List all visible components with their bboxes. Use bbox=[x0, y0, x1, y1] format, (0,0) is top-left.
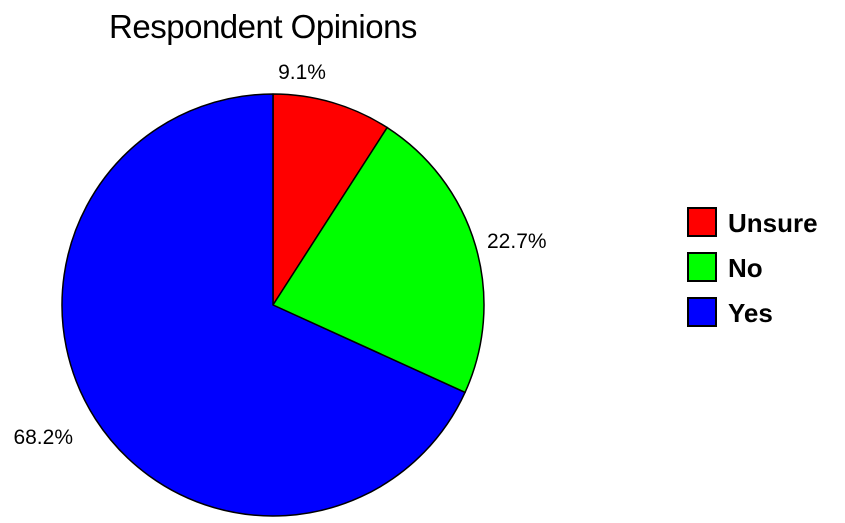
legend-swatch-no bbox=[687, 252, 717, 282]
legend-label-yes: Yes bbox=[728, 298, 773, 328]
legend-swatch-yes bbox=[687, 297, 717, 327]
pie-slice-labels: 9.1% 22.7% 68.2% bbox=[13, 61, 546, 449]
legend-swatch-unsure bbox=[687, 207, 717, 237]
slice-label-unsure: 9.1% bbox=[278, 61, 326, 84]
legend-label-unsure: Unsure bbox=[728, 208, 818, 238]
slice-label-no: 22.7% bbox=[487, 230, 547, 253]
pie-slice-unsure bbox=[272, 93, 388, 306]
pie-slice-yes bbox=[61, 93, 466, 517]
chart-title: Respondent Opinions bbox=[109, 8, 417, 45]
legend: Unsure No Yes bbox=[687, 207, 818, 328]
pie-slices bbox=[61, 93, 485, 517]
legend-label-no: No bbox=[728, 253, 763, 283]
pie-slice-no bbox=[272, 126, 485, 394]
slice-label-yes: 68.2% bbox=[13, 426, 73, 449]
